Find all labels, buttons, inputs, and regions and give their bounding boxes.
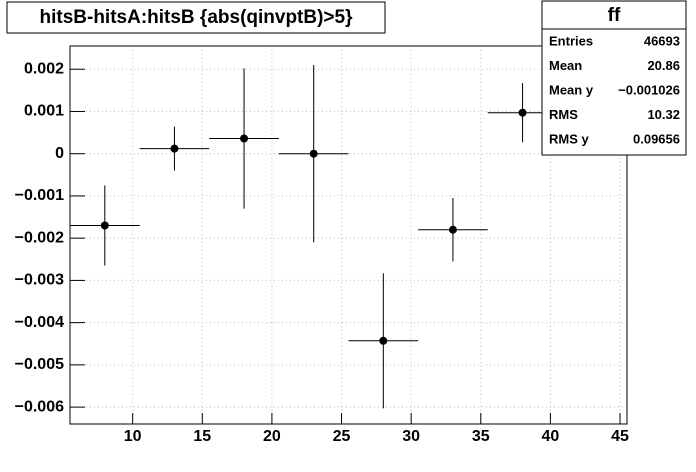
stats-value: 20.86 <box>647 58 680 73</box>
y-tick-label: −0.003 <box>15 272 64 289</box>
data-point <box>100 221 109 230</box>
stats-label: Entries <box>549 33 593 48</box>
y-tick-label: −0.005 <box>15 356 64 373</box>
y-tick-label: 0.002 <box>24 60 64 77</box>
y-tick-label: −0.002 <box>15 229 64 246</box>
stats-frame <box>541 0 687 156</box>
stats-label: Mean y <box>549 82 594 97</box>
y-tick-label: 0.001 <box>24 103 64 120</box>
x-tick-label: 45 <box>611 428 629 445</box>
data-point <box>170 144 179 153</box>
x-tick-label: 25 <box>333 428 351 445</box>
plot-frame <box>69 45 628 425</box>
stats-name: ff <box>608 5 621 26</box>
x-tick-label: 40 <box>542 428 560 445</box>
stats-label: RMS y <box>549 131 590 146</box>
x-tick-label: 30 <box>402 428 420 445</box>
x-tick-label: 10 <box>124 428 142 445</box>
stats-box: ff Entries 46693 Mean 20.86 Mean y −0.001026 RM… <box>541 0 687 156</box>
y-tick-label: 0 <box>55 145 64 162</box>
stats-label: RMS <box>549 107 578 122</box>
stats-label: Mean <box>549 58 582 73</box>
stats-value: 0.09656 <box>633 131 680 146</box>
title-box <box>6 1 386 34</box>
data-point <box>309 149 318 158</box>
data-point <box>448 225 457 234</box>
stats-value: 46693 <box>644 33 680 48</box>
x-tick-label: 20 <box>263 428 281 445</box>
stats-value: 10.32 <box>647 107 680 122</box>
y-tick-label: −0.001 <box>15 187 64 204</box>
data-point <box>518 108 527 117</box>
x-tick-label: 35 <box>472 428 490 445</box>
chart-title: hitsB-hitsA:hitsB {abs(qinvptB)>5} <box>40 7 354 28</box>
data-point <box>379 336 388 345</box>
y-tick-label: −0.006 <box>15 398 64 415</box>
plot-area: 10 15 20 25 30 35 40 45 0.002 0.001 0 −0.001 −0.002 −… <box>15 45 629 445</box>
data-point <box>240 134 249 143</box>
y-tick-label: −0.004 <box>15 314 64 331</box>
stats-value: −0.001026 <box>618 82 680 97</box>
x-tick-label: 15 <box>193 428 211 445</box>
